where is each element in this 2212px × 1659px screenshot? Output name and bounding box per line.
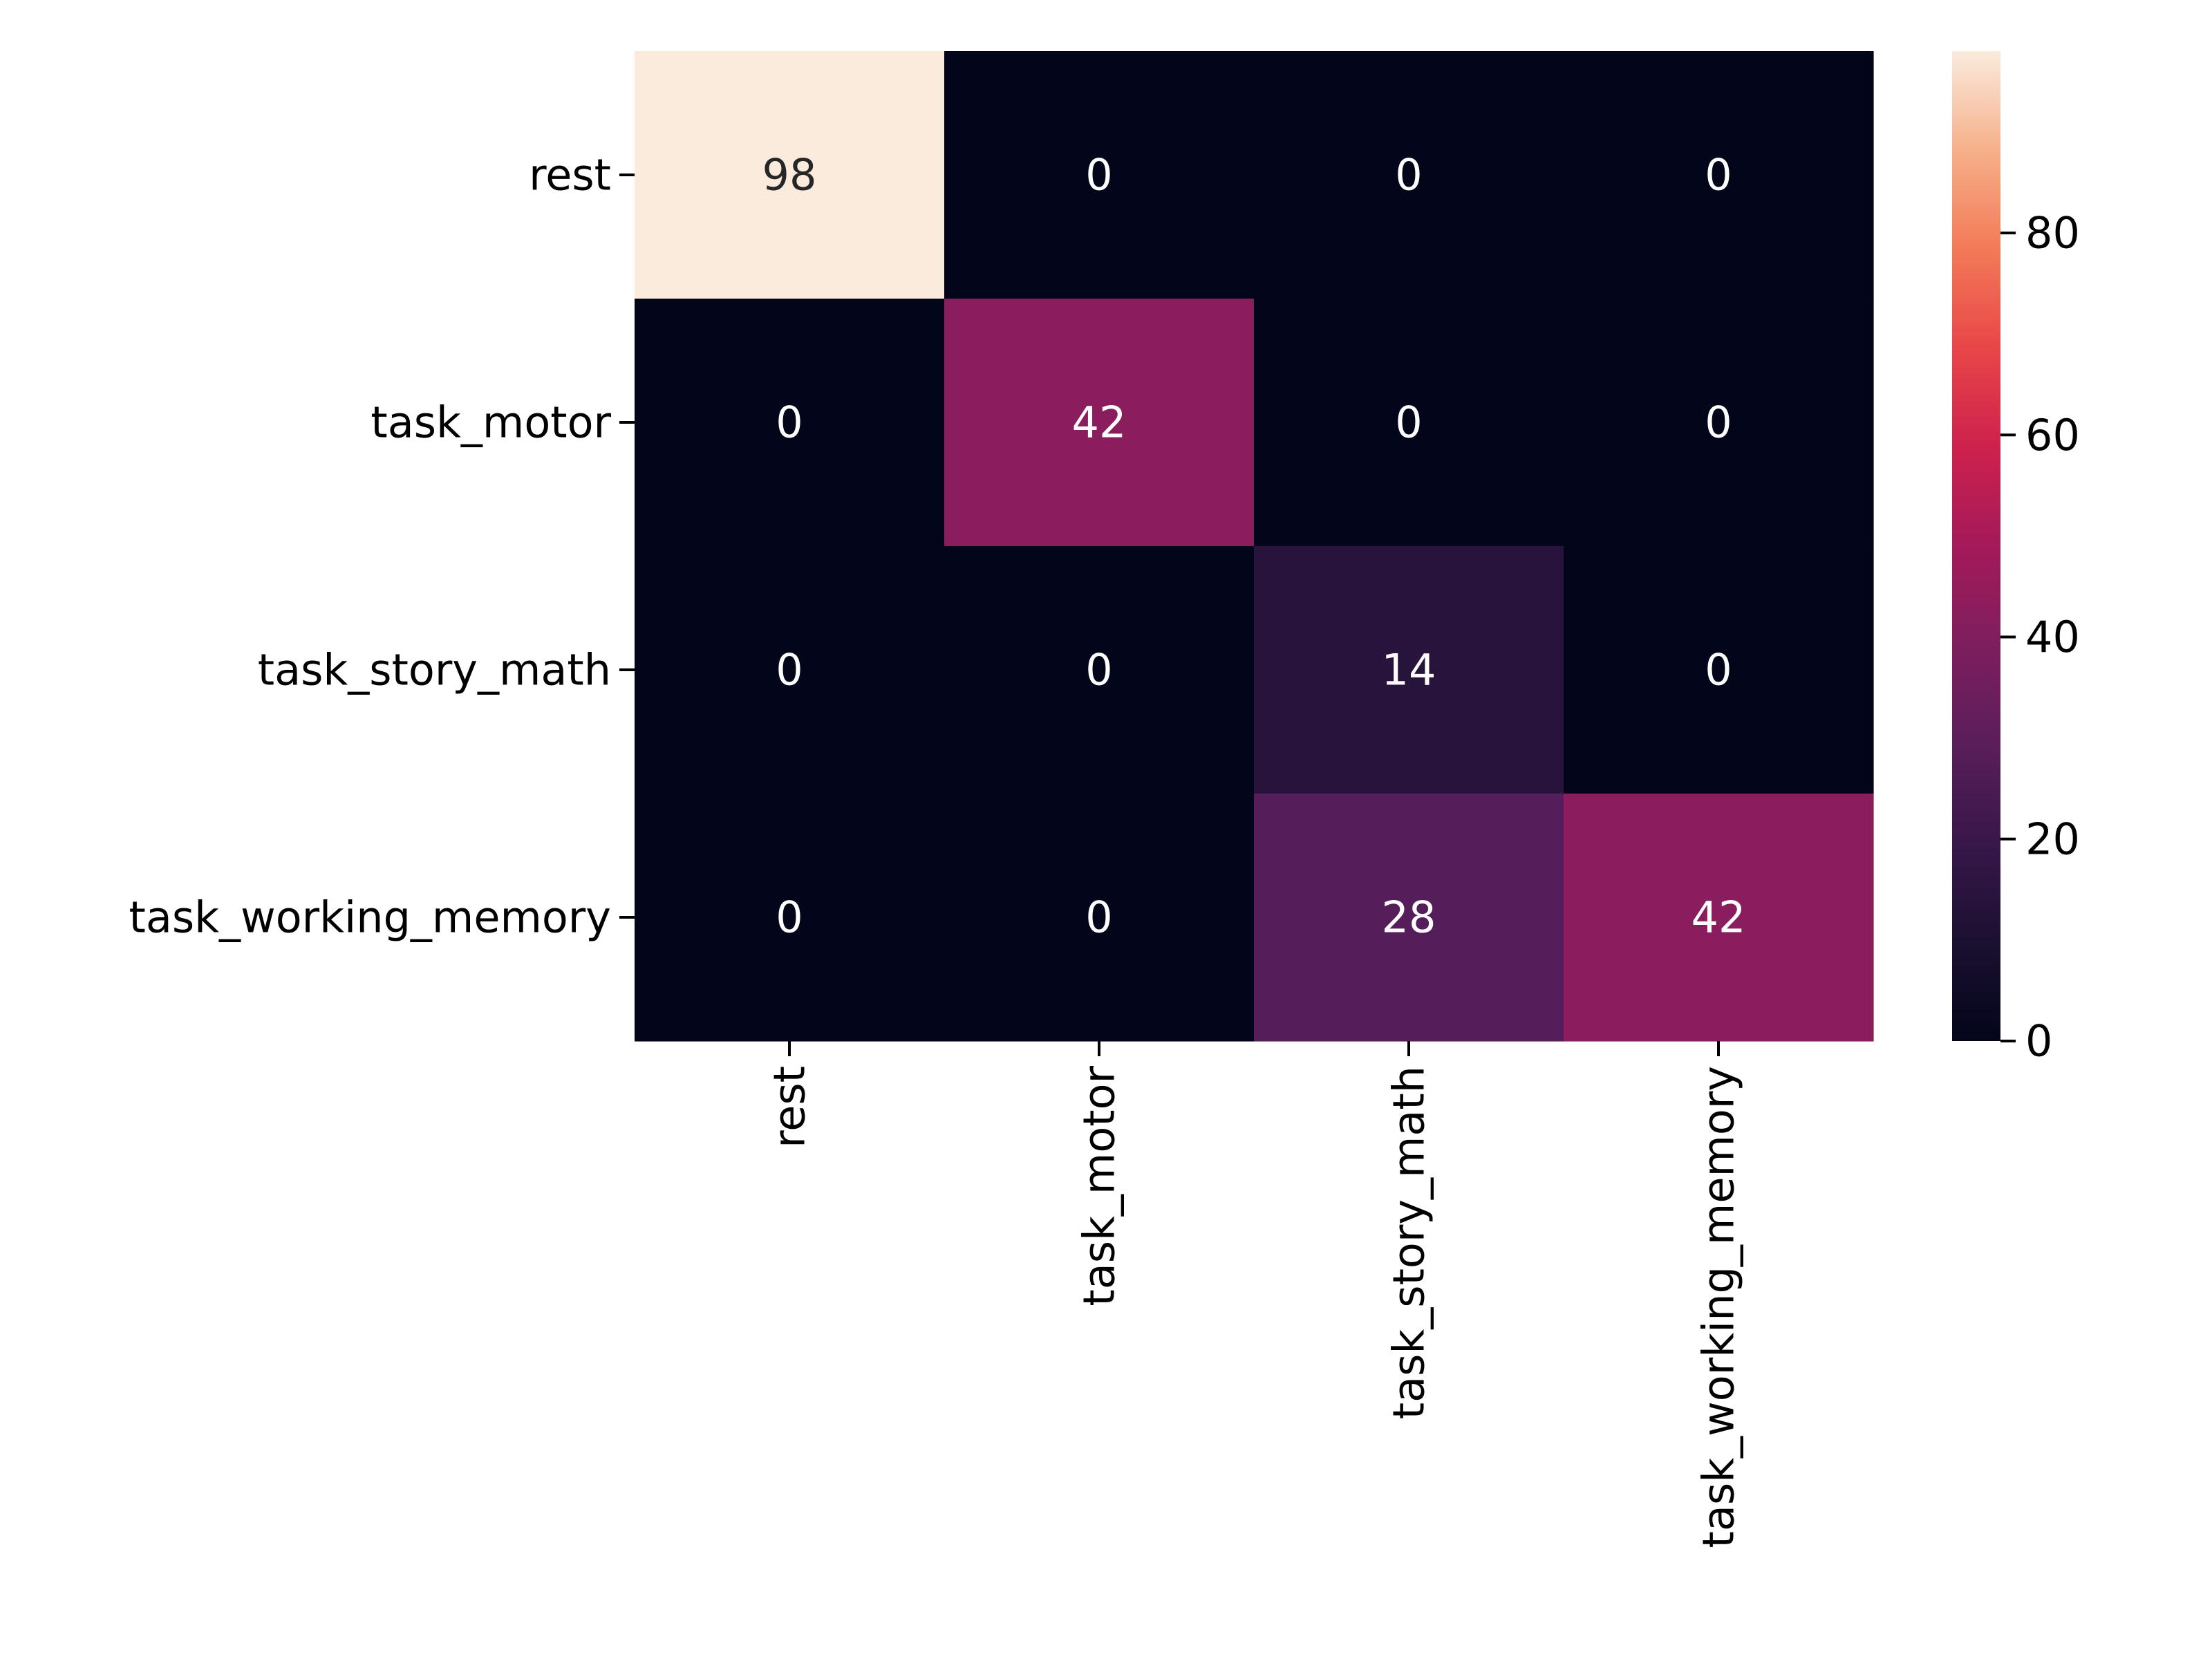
- y-tick-label: task_working_memory: [129, 892, 611, 943]
- colorbar-tick-label: 0: [2025, 1016, 2052, 1067]
- colorbar-tick-label: 60: [2025, 410, 2080, 460]
- cell-value-label: 0: [1395, 397, 1422, 448]
- cell-value-label: 0: [1085, 150, 1112, 200]
- x-tick-label: task_motor: [1074, 1065, 1125, 1306]
- heatmap-cell: [1564, 51, 1874, 299]
- heatmap-cell: [635, 794, 945, 1042]
- cell-value-label: 0: [776, 645, 803, 695]
- y-tick-label: rest: [529, 150, 611, 200]
- colorbar-tick-label: 20: [2025, 814, 2080, 864]
- heatmap-cell-labels: 98 0 0 0 0 42 0 0 0 0 14 0 0 0 28 42: [762, 150, 1746, 943]
- heatmap-cell: [635, 299, 945, 547]
- heatmap-cell: [1254, 794, 1564, 1042]
- cell-value-label: 0: [776, 892, 803, 943]
- x-axis: rest task_motor task_story_math task_workin…: [765, 1041, 1744, 1548]
- cell-value-label: 0: [1705, 645, 1732, 695]
- y-axis: rest task_motor task_story_math task_workin…: [129, 150, 635, 943]
- heatmap-cells: [635, 51, 1874, 1042]
- heatmap-cell: [1564, 794, 1874, 1042]
- cell-value-label: 14: [1382, 645, 1436, 695]
- heatmap-cell: [944, 546, 1255, 794]
- cell-value-label: 28: [1382, 892, 1436, 943]
- colorbar-tick-label: 40: [2025, 612, 2080, 662]
- cell-value-label: 42: [1072, 397, 1127, 448]
- heatmap-cell: [1254, 299, 1564, 547]
- x-tick-label: task_working_memory: [1694, 1066, 1744, 1548]
- colorbar: 0 20 40 60 80: [1952, 51, 2080, 1067]
- cell-value-label: 0: [1085, 892, 1112, 943]
- cell-value-label: 0: [1085, 645, 1112, 695]
- heatmap-cell: [944, 794, 1255, 1042]
- y-tick-label: task_story_math: [258, 645, 611, 695]
- cell-value-label: 42: [1691, 892, 1746, 943]
- heatmap-cell: [635, 51, 945, 299]
- cell-value-label: 0: [1705, 150, 1732, 200]
- heatmap-cell: [1254, 546, 1564, 794]
- cell-value-label: 0: [1705, 397, 1732, 448]
- cell-value-label: 98: [762, 150, 817, 200]
- heatmap-cell: [1564, 546, 1874, 794]
- heatmap-cell: [1254, 51, 1564, 299]
- colorbar-gradient: [1952, 51, 2000, 1041]
- heatmap-cell: [1564, 299, 1874, 547]
- heatmap-cell: [944, 51, 1255, 299]
- x-tick-label: rest: [765, 1066, 815, 1148]
- x-tick-label: task_story_math: [1384, 1066, 1434, 1419]
- cell-value-label: 0: [1395, 150, 1422, 200]
- heatmap-cell: [944, 299, 1255, 547]
- colorbar-tick-label: 80: [2025, 208, 2080, 259]
- y-tick-label: task_motor: [371, 397, 611, 448]
- cell-value-label: 0: [776, 397, 803, 448]
- heatmap-cell: [635, 546, 945, 794]
